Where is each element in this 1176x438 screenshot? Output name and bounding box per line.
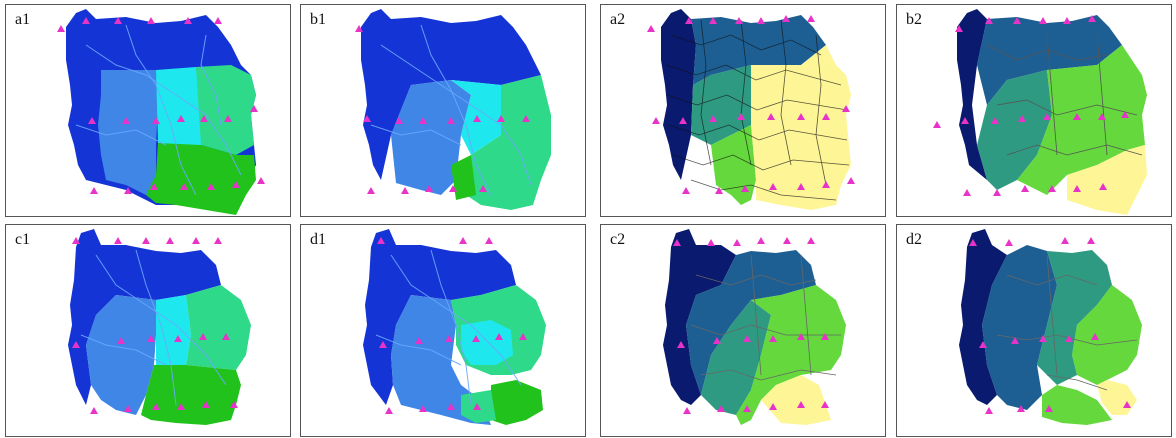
- map-panel-d2: d2: [896, 224, 1172, 437]
- panel-label: d2: [906, 231, 922, 248]
- map-panel-c1: c1: [5, 224, 291, 437]
- station-markers: [969, 237, 1131, 414]
- zone-steel-blue: [686, 250, 816, 395]
- map-panel-b2: b2: [896, 4, 1172, 217]
- zone-lime: [1072, 285, 1142, 385]
- map-d2: [959, 229, 1142, 425]
- map-c1: [68, 229, 251, 425]
- zone-dark-blue: [361, 9, 541, 180]
- panel-label: a2: [610, 11, 626, 28]
- zone-yellow: [761, 375, 831, 425]
- map-panel-b1: b1: [300, 4, 586, 217]
- panel-label: b2: [906, 11, 922, 28]
- panel-label: a1: [15, 11, 31, 28]
- map-b1: [355, 9, 551, 210]
- panel-label: c1: [15, 231, 31, 248]
- zone-seagreen: [466, 75, 551, 210]
- station-markers: [933, 15, 1129, 196]
- zone-yellow: [1067, 145, 1147, 215]
- map-panel-d1: d1: [300, 224, 586, 437]
- subbasin-outlines: [665, 19, 850, 201]
- map-panel-c2: c2: [600, 224, 886, 437]
- river-network: [75, 24, 242, 196]
- zone-teal: [691, 65, 751, 145]
- map-b2: [933, 9, 1147, 215]
- zone-dark-blue: [68, 229, 221, 405]
- station-markers: [673, 237, 829, 414]
- zone-steel-blue: [691, 15, 826, 85]
- zone-green: [491, 380, 543, 425]
- station-markers: [647, 15, 855, 194]
- zone-navy: [661, 9, 696, 180]
- map-a2: [647, 9, 855, 210]
- zone-steel-blue: [982, 245, 1057, 410]
- panel-label: c2: [610, 231, 626, 248]
- zone-green: [451, 155, 476, 200]
- zone-seagreen: [186, 285, 251, 370]
- zone-dark-blue: [363, 229, 516, 405]
- zone-navy: [959, 229, 1007, 405]
- subbasin-outlines: [690, 254, 841, 381]
- panel-label: b1: [310, 11, 326, 28]
- zone-yellow: [751, 45, 851, 210]
- zone-medium-blue: [98, 70, 158, 195]
- zone-seagreen: [196, 65, 256, 155]
- zone-medium-blue: [391, 295, 491, 425]
- zone-navy: [957, 9, 987, 180]
- zone-green: [141, 365, 241, 425]
- zone-steel-blue: [977, 15, 1122, 105]
- zone-medium-blue: [86, 295, 156, 415]
- zone-teal: [977, 70, 1052, 190]
- map-panel-a1: a1: [5, 4, 291, 217]
- map-d1: [363, 229, 546, 425]
- zone-green: [146, 143, 256, 215]
- map-c2: [663, 229, 846, 425]
- map-panel-a2: a2: [600, 4, 886, 217]
- station-markers: [57, 17, 265, 194]
- zone-lime-south: [1042, 385, 1112, 425]
- subbasin-outlines: [986, 34, 1143, 156]
- station-markers: [72, 237, 238, 414]
- zone-teal: [701, 300, 771, 415]
- zone-cyan: [156, 67, 201, 145]
- zone-cyan: [156, 295, 191, 365]
- panel-label: d1: [310, 231, 326, 248]
- zone-lime: [711, 125, 756, 205]
- river-network: [80, 249, 227, 406]
- river-network: [370, 24, 532, 196]
- station-markers: [377, 237, 527, 414]
- map-a1: [57, 9, 265, 215]
- river-network: [375, 249, 522, 406]
- zone-navy: [663, 229, 736, 405]
- station-markers: [355, 25, 530, 194]
- zone-lime: [736, 285, 846, 425]
- zone-medium-blue: [391, 80, 471, 195]
- subbasin-outlines: [996, 254, 1138, 391]
- zone-lime: [1017, 45, 1147, 195]
